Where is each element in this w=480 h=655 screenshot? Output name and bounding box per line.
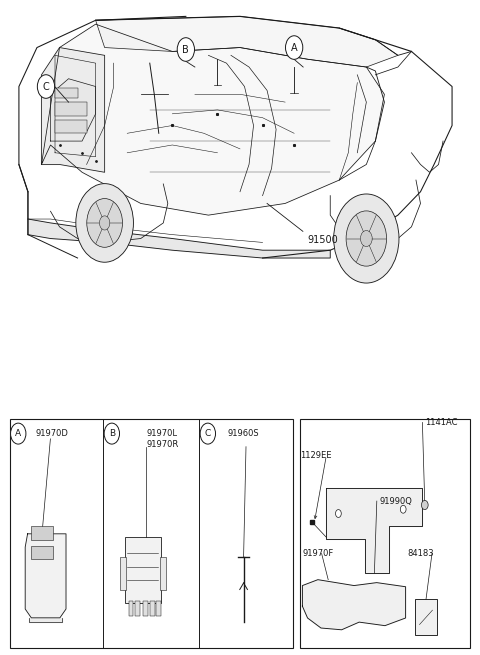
- Bar: [55, 102, 86, 116]
- Circle shape: [37, 75, 55, 98]
- Text: B: B: [109, 429, 115, 438]
- Polygon shape: [302, 580, 406, 630]
- Bar: [160, 557, 166, 590]
- Circle shape: [334, 194, 399, 283]
- Text: 1141AC: 1141AC: [425, 418, 457, 427]
- Circle shape: [286, 36, 303, 60]
- Bar: [31, 546, 52, 559]
- Text: B: B: [182, 45, 189, 54]
- Circle shape: [346, 211, 386, 266]
- Text: C: C: [204, 429, 211, 438]
- Text: 91970L
91970R: 91970L 91970R: [146, 429, 179, 449]
- Bar: [300, 419, 470, 648]
- Circle shape: [360, 231, 372, 246]
- Polygon shape: [96, 16, 398, 67]
- Bar: [135, 601, 140, 616]
- Text: 91970D: 91970D: [36, 429, 69, 438]
- Bar: [415, 599, 437, 635]
- Bar: [143, 601, 148, 616]
- Bar: [156, 601, 161, 616]
- Polygon shape: [28, 219, 330, 258]
- Circle shape: [400, 506, 406, 514]
- Bar: [120, 557, 126, 590]
- Bar: [150, 601, 155, 616]
- Text: 1129EE: 1129EE: [300, 451, 332, 460]
- Text: 91990Q: 91990Q: [379, 496, 412, 506]
- Circle shape: [421, 500, 428, 510]
- Polygon shape: [41, 48, 105, 172]
- Circle shape: [99, 216, 110, 230]
- Circle shape: [76, 183, 133, 262]
- Bar: [125, 537, 161, 603]
- Bar: [129, 601, 133, 616]
- Polygon shape: [25, 534, 66, 618]
- Circle shape: [177, 38, 194, 62]
- Text: 91970F: 91970F: [302, 549, 334, 558]
- Circle shape: [87, 198, 122, 248]
- Text: A: A: [291, 43, 298, 52]
- Circle shape: [200, 423, 216, 444]
- Polygon shape: [50, 79, 96, 141]
- Circle shape: [336, 510, 341, 517]
- Polygon shape: [41, 24, 384, 215]
- Bar: [55, 120, 86, 134]
- Text: C: C: [43, 81, 49, 92]
- Text: A: A: [15, 429, 21, 438]
- Text: 91500: 91500: [308, 234, 338, 244]
- Bar: [55, 88, 78, 98]
- Polygon shape: [326, 488, 422, 573]
- Text: 84183: 84183: [408, 549, 434, 558]
- Circle shape: [104, 423, 120, 444]
- Bar: [31, 527, 52, 540]
- Text: 91960S: 91960S: [228, 429, 259, 438]
- Polygon shape: [29, 618, 62, 622]
- Circle shape: [11, 423, 26, 444]
- Bar: [10, 419, 293, 648]
